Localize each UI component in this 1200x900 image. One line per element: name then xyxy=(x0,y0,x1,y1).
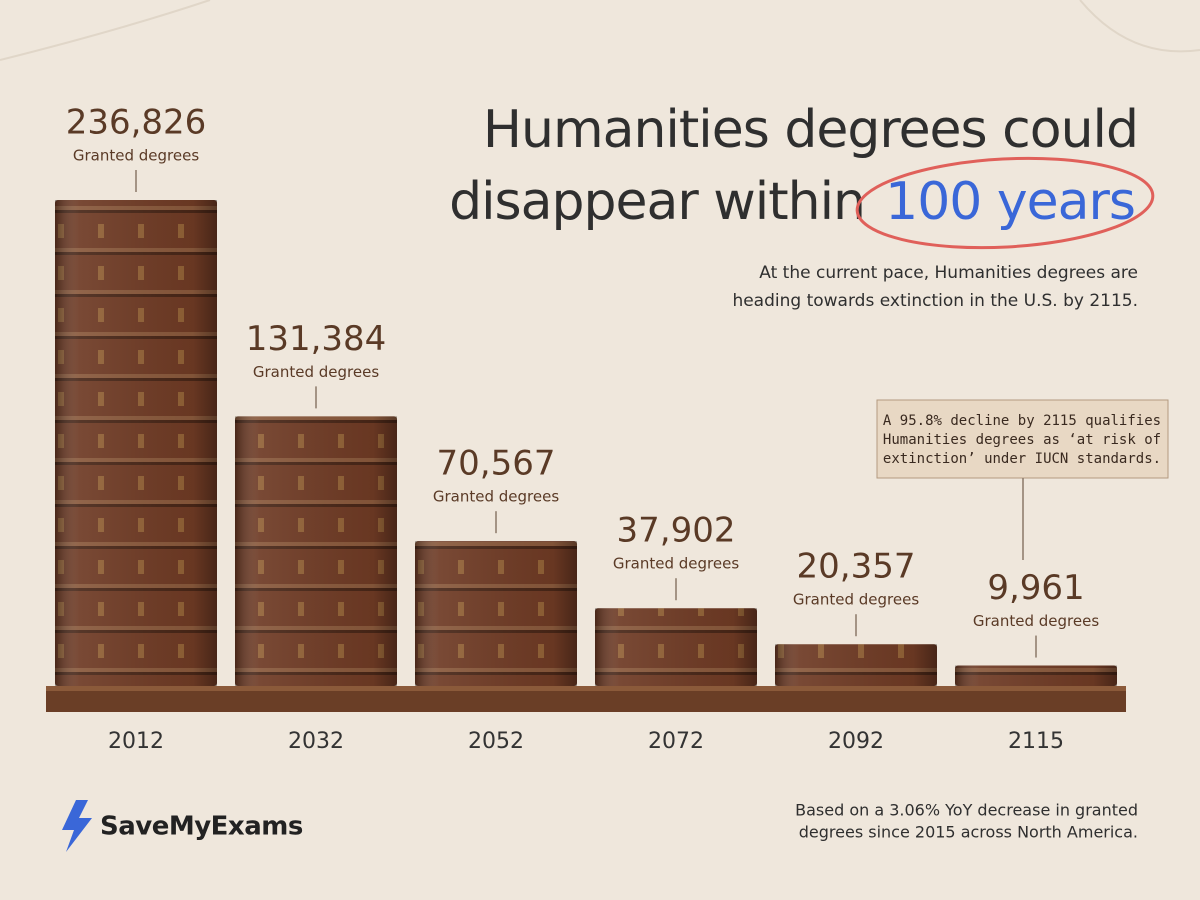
book-shade xyxy=(55,200,217,686)
title-highlight: 100 years xyxy=(885,172,1135,232)
x-tick-label: 2052 xyxy=(468,729,524,754)
value-label: 9,961 xyxy=(987,568,1084,608)
book-shade xyxy=(595,608,757,686)
value-label: 131,384 xyxy=(246,319,387,359)
brand: SaveMyExams xyxy=(100,812,303,842)
subtitle: heading towards extinction in the U.S. b… xyxy=(732,291,1138,311)
book-shade xyxy=(235,416,397,686)
value-label: 20,357 xyxy=(797,547,916,587)
subtitle: At the current pace, Humanities degrees … xyxy=(759,263,1138,283)
brand-logo xyxy=(62,800,92,852)
value-label: 236,826 xyxy=(66,103,207,143)
value-label: 37,902 xyxy=(617,511,736,551)
decor-curve xyxy=(0,0,211,61)
x-tick-label: 2032 xyxy=(288,729,344,754)
value-caption: Granted degrees xyxy=(253,363,379,381)
value-caption: Granted degrees xyxy=(973,612,1099,630)
x-tick-label: 2072 xyxy=(648,729,704,754)
book-shade xyxy=(415,541,577,686)
annotation: extinction’ under IUCN standards. xyxy=(883,451,1161,467)
value-caption: Granted degrees xyxy=(73,147,199,165)
annotation: Humanities degrees as ‘at risk of xyxy=(883,432,1161,448)
footnote: Based on a 3.06% YoY decrease in granted xyxy=(795,801,1138,820)
book-shade xyxy=(775,644,937,686)
x-tick-label: 2092 xyxy=(828,729,884,754)
shelf-edge xyxy=(46,686,1126,691)
footnote: degrees since 2015 across North America. xyxy=(799,823,1138,842)
annotation: A 95.8% decline by 2115 qualifies xyxy=(883,413,1161,429)
x-tick-label: 2012 xyxy=(108,729,164,754)
value-label: 70,567 xyxy=(437,444,556,484)
value-caption: Granted degrees xyxy=(613,555,739,573)
value-caption: Granted degrees xyxy=(433,488,559,506)
decor-curve xyxy=(1079,0,1200,53)
title-line: Humanities degrees could xyxy=(483,100,1138,160)
x-tick-label: 2115 xyxy=(1008,729,1064,754)
value-caption: Granted degrees xyxy=(793,591,919,609)
highlight-circle xyxy=(855,156,1155,250)
title-line: disappear within xyxy=(449,172,865,232)
book-shade xyxy=(955,665,1117,686)
annotation-box xyxy=(876,399,1169,479)
